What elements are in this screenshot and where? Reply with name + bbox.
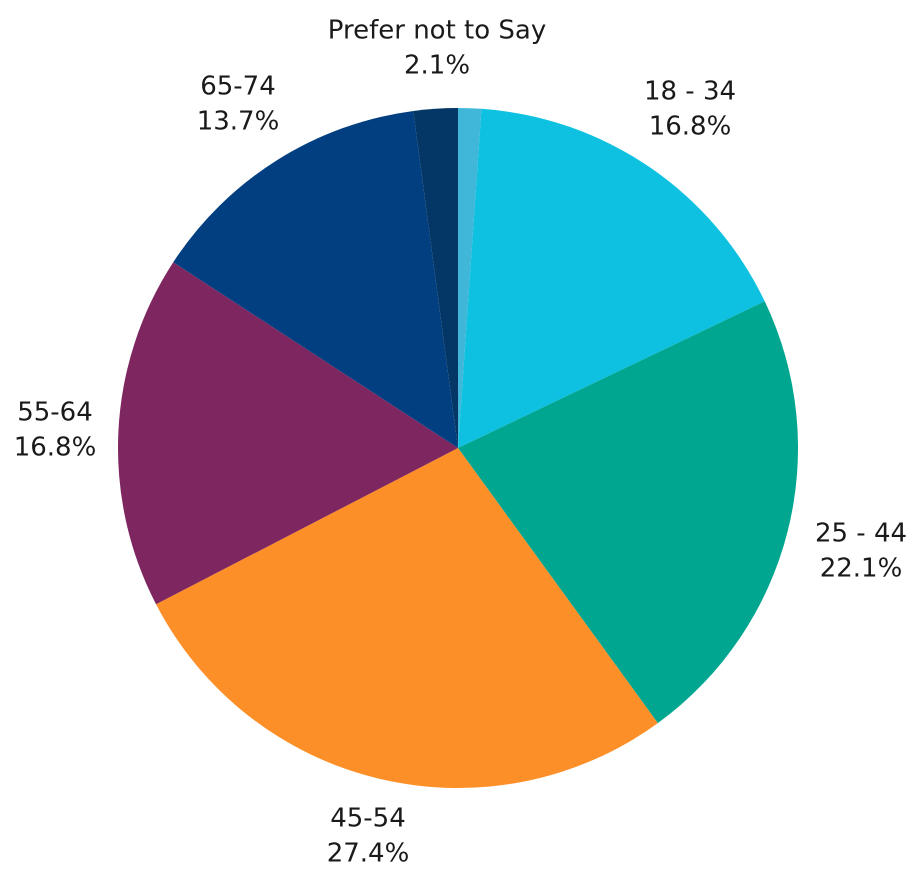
pie-slice-unlabeled [458,108,482,448]
slice-label-45-54-name: 45-54 [330,804,406,834]
pie-labels: 18 - 34 16.8% 25 - 44 22.1% 45-54 27.4% 55-64 1… [14,16,907,869]
slice-label-65-74: 65-74 13.7% [197,72,280,137]
slice-label-65-74-name: 65-74 [200,72,276,102]
pie-slices [117,108,799,789]
slice-label-55-64: 55-64 16.8% [14,398,97,463]
slice-label-25-44-name: 25 - 44 [815,519,907,549]
slice-label-18-34: 18 - 34 16.8% [644,77,736,142]
slice-label-18-34-name: 18 - 34 [644,77,736,107]
slice-label-25-44-percent: 22.1% [820,554,903,584]
pie-slice-25-44 [458,301,799,724]
slice-label-55-64-name: 55-64 [17,398,93,428]
slice-label-55-64-percent: 16.8% [14,433,97,463]
slice-label-prefer-not-to-say: Prefer not to Say 2.1% [328,16,546,81]
slice-label-65-74-percent: 13.7% [197,107,280,137]
pie-slice-prefer-not-to-say [413,108,458,448]
slice-label-45-54: 45-54 27.4% [327,804,410,869]
slice-label-45-54-percent: 27.4% [327,839,410,869]
slice-label-prefer-not-to-say-name: Prefer not to Say [328,16,546,46]
pie-slice-45-54 [156,448,658,789]
pie-slice-55-64 [117,262,458,605]
pie-slice-18-34 [458,108,765,448]
slice-label-25-44: 25 - 44 22.1% [815,519,907,584]
slice-label-18-34-percent: 16.8% [649,112,732,142]
pie-slice-65-74 [173,110,459,449]
slice-label-prefer-not-to-say-percent: 2.1% [404,51,470,81]
